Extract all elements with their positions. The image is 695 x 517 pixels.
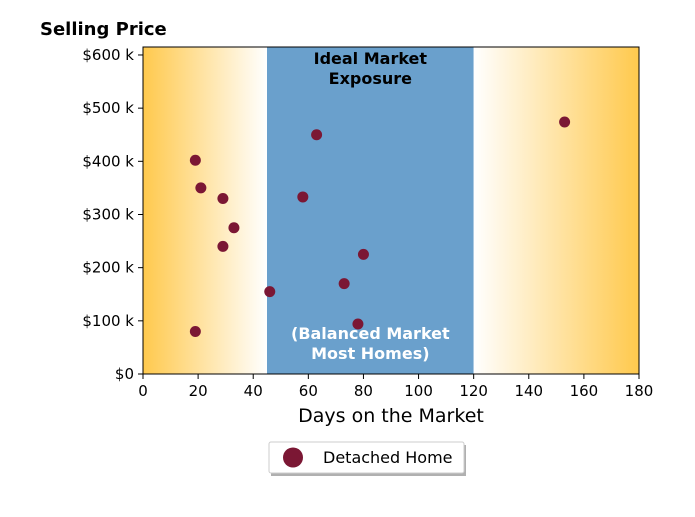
band-label-top-line: Exposure: [329, 69, 413, 88]
legend-box: [268, 441, 465, 474]
band-2: [473, 47, 639, 374]
data-point: [264, 286, 276, 298]
y-axis: $0 $100 k $200 k $300 k $400 k $500 k $600 k: [82, 46, 143, 383]
background-bands: [143, 47, 639, 374]
x-tick-label: 20: [189, 382, 208, 400]
legend-label: Detached Home: [323, 448, 453, 467]
data-point: [195, 182, 207, 194]
x-tick-label: 180: [625, 382, 654, 400]
y-tick-label: $200 k: [82, 259, 134, 277]
plot-frame: [142, 46, 640, 375]
data-point: [338, 278, 350, 290]
data-point: [311, 129, 323, 141]
x-tick-label: 120: [459, 382, 488, 400]
band-1: [267, 47, 474, 374]
band-label-bottom-line: Most Homes): [311, 344, 429, 363]
band-0: [143, 47, 267, 374]
data-point: [357, 248, 369, 260]
data-point: [352, 318, 364, 330]
legend: Detached Home: [268, 441, 465, 474]
y-tick-label: $600 k: [82, 46, 134, 64]
data-point: [228, 222, 240, 234]
data-points: [189, 116, 571, 337]
x-tick-label: 40: [244, 382, 263, 400]
y-tick-label: $500 k: [82, 99, 134, 117]
data-point: [559, 116, 571, 128]
x-axis: 0 20 40 60 80 100 120 140 160 180: [138, 374, 653, 400]
y-tick-label: $100 k: [82, 312, 134, 330]
band-label-top-line: Ideal Market: [314, 49, 428, 68]
x-tick-label: 100: [404, 382, 433, 400]
y-tick-label: $0: [115, 365, 134, 383]
x-tick-label: 140: [514, 382, 543, 400]
data-point: [217, 193, 229, 205]
x-tick-label: 0: [138, 382, 148, 400]
x-tick-label: 60: [299, 382, 318, 400]
data-point: [189, 154, 201, 166]
data-point: [217, 240, 229, 252]
x-tick-label: 160: [570, 382, 599, 400]
chart-title: Selling Price: [40, 19, 167, 40]
data-point: [297, 191, 309, 203]
data-point: [189, 325, 201, 337]
y-tick-label: $400 k: [82, 152, 134, 170]
band-label-bottom-line: (Balanced Market: [291, 324, 450, 343]
x-tick-label: 80: [354, 382, 373, 400]
x-axis-label: Days on the Market: [298, 405, 484, 427]
y-tick-label: $300 k: [82, 205, 134, 223]
legend-marker: [283, 447, 303, 468]
